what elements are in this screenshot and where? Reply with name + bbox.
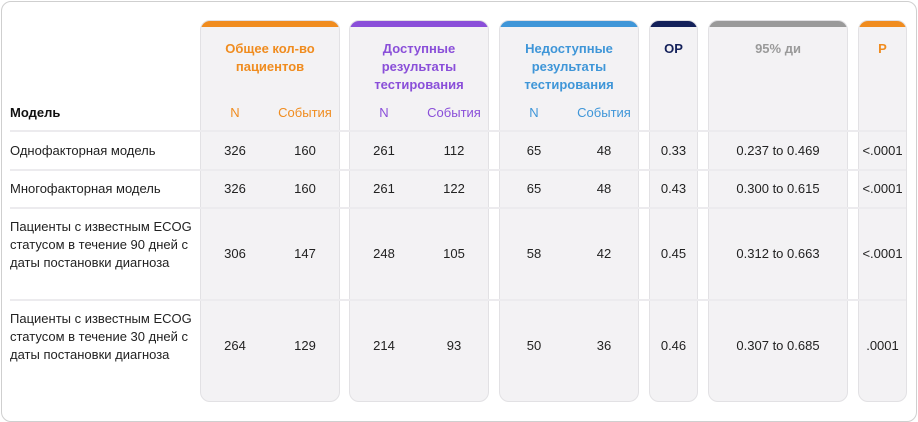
available-n-cell: 261 bbox=[373, 181, 395, 196]
hr-cell: 0.45 bbox=[660, 246, 687, 261]
hr-cell: 0.33 bbox=[660, 143, 687, 158]
group-total-card bbox=[200, 20, 340, 402]
p-cell: <.0001 bbox=[862, 143, 903, 158]
ci-card bbox=[708, 20, 848, 402]
available-events-cell: 93 bbox=[446, 338, 462, 353]
ci-cell: 0.307 to 0.685 bbox=[736, 338, 820, 353]
ci-cell: 0.237 to 0.469 bbox=[736, 143, 820, 158]
available-n-cell: 248 bbox=[373, 246, 395, 261]
row-divider bbox=[10, 169, 906, 171]
row-divider bbox=[10, 207, 906, 209]
available-events-cell: 105 bbox=[443, 246, 465, 261]
row-divider bbox=[10, 299, 906, 301]
hr-accent-bar bbox=[650, 21, 697, 27]
group-available-title: Доступные результаты тестирования bbox=[374, 41, 464, 92]
unavailable-n-header: N bbox=[529, 105, 539, 120]
group-unavailable-card bbox=[499, 20, 639, 402]
p-title: P bbox=[878, 41, 887, 56]
p-accent-bar bbox=[859, 21, 906, 27]
unavailable-events-cell: 42 bbox=[596, 246, 612, 261]
model-column-header: Модель bbox=[10, 105, 61, 120]
unavailable-events-cell: 48 bbox=[596, 143, 612, 158]
hr-cell: 0.43 bbox=[660, 181, 687, 196]
row-divider bbox=[10, 130, 906, 132]
unavailable-events-cell: 48 bbox=[596, 181, 612, 196]
p-cell: <.0001 bbox=[862, 246, 903, 261]
total-events-cell: 160 bbox=[294, 143, 316, 158]
unavailable-n-cell: 58 bbox=[526, 246, 542, 261]
hr-title: ОР bbox=[664, 41, 683, 56]
hr-card bbox=[649, 20, 698, 402]
unavailable-n-cell: 50 bbox=[526, 338, 542, 353]
group-available-accent-bar bbox=[350, 21, 488, 27]
row-model-label: Пациенты с известным ECOG статусом в теч… bbox=[10, 311, 192, 362]
available-events-header: События bbox=[427, 105, 481, 120]
hr-cell: 0.46 bbox=[660, 338, 687, 353]
total-n-cell: 326 bbox=[224, 181, 246, 196]
available-n-cell: 214 bbox=[373, 338, 395, 353]
total-n-header: N bbox=[230, 105, 240, 120]
ci-accent-bar bbox=[709, 21, 847, 27]
total-n-cell: 326 bbox=[224, 143, 246, 158]
unavailable-n-cell: 65 bbox=[526, 181, 542, 196]
row-model-label: Однофакторная модель bbox=[10, 143, 156, 158]
total-n-cell: 306 bbox=[224, 246, 246, 261]
unavailable-events-header: События bbox=[577, 105, 631, 120]
p-cell: .0001 bbox=[866, 338, 899, 353]
ci-cell: 0.312 to 0.663 bbox=[736, 246, 820, 261]
row-model-label: Пациенты с известным ECOG статусом в теч… bbox=[10, 219, 192, 270]
group-total-accent-bar bbox=[201, 21, 339, 27]
group-unavailable-title: Недоступные результаты тестирования bbox=[524, 41, 614, 92]
unavailable-events-cell: 36 bbox=[596, 338, 612, 353]
group-available-card bbox=[349, 20, 489, 402]
available-events-cell: 112 bbox=[443, 143, 465, 158]
total-events-cell: 129 bbox=[294, 338, 316, 353]
total-n-cell: 264 bbox=[224, 338, 246, 353]
ci-title: 95% ди bbox=[755, 41, 801, 56]
available-events-cell: 122 bbox=[443, 181, 465, 196]
group-unavailable-accent-bar bbox=[500, 21, 638, 27]
row-model-label: Многофакторная модель bbox=[10, 181, 161, 196]
p-card bbox=[858, 20, 907, 402]
total-events-cell: 160 bbox=[294, 181, 316, 196]
group-total-title: Общее кол-во пациентов bbox=[225, 41, 315, 74]
available-n-header: N bbox=[379, 105, 389, 120]
ci-cell: 0.300 to 0.615 bbox=[736, 181, 820, 196]
total-events-header: События bbox=[278, 105, 332, 120]
unavailable-n-cell: 65 bbox=[526, 143, 542, 158]
p-cell: <.0001 bbox=[862, 181, 903, 196]
available-n-cell: 261 bbox=[373, 143, 395, 158]
total-events-cell: 147 bbox=[294, 246, 316, 261]
